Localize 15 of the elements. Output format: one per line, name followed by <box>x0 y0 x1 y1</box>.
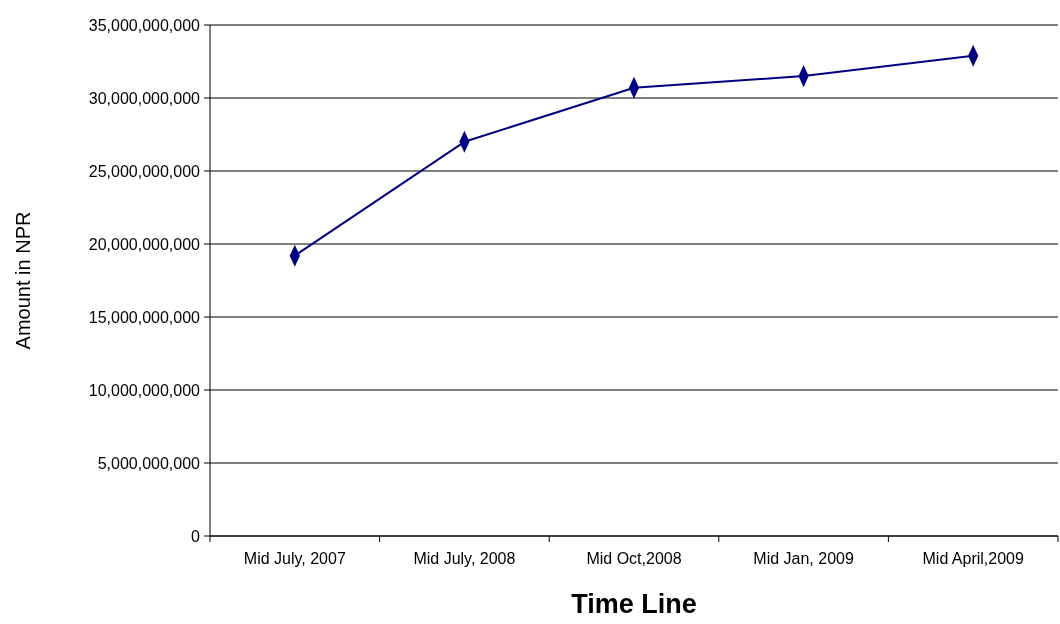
x-tick-label: Mid Jan, 2009 <box>753 550 854 567</box>
y-tick-label: 25,000,000,000 <box>88 162 201 180</box>
x-axis-title: Time Line <box>571 589 697 619</box>
y-tick-label: 5,000,000,000 <box>97 454 201 472</box>
y-tick-label: 30,000,000,000 <box>88 89 201 107</box>
y-tick-label: 10,000,000,000 <box>88 381 201 399</box>
y-tick-label: 35,000,000,000 <box>88 16 201 34</box>
y-axis-title: Amount in NPR <box>12 211 34 350</box>
x-tick-label: Mid April,2009 <box>922 550 1024 567</box>
y-tick-label: 20,000,000,000 <box>88 235 201 253</box>
x-tick-label: Mid Oct,2008 <box>586 550 682 567</box>
x-tick-label: Mid July, 2008 <box>413 550 516 567</box>
y-tick-label: 0 <box>191 527 201 545</box>
x-tick-label: Mid July, 2007 <box>243 550 346 567</box>
y-tick-label: 15,000,000,000 <box>88 308 201 326</box>
